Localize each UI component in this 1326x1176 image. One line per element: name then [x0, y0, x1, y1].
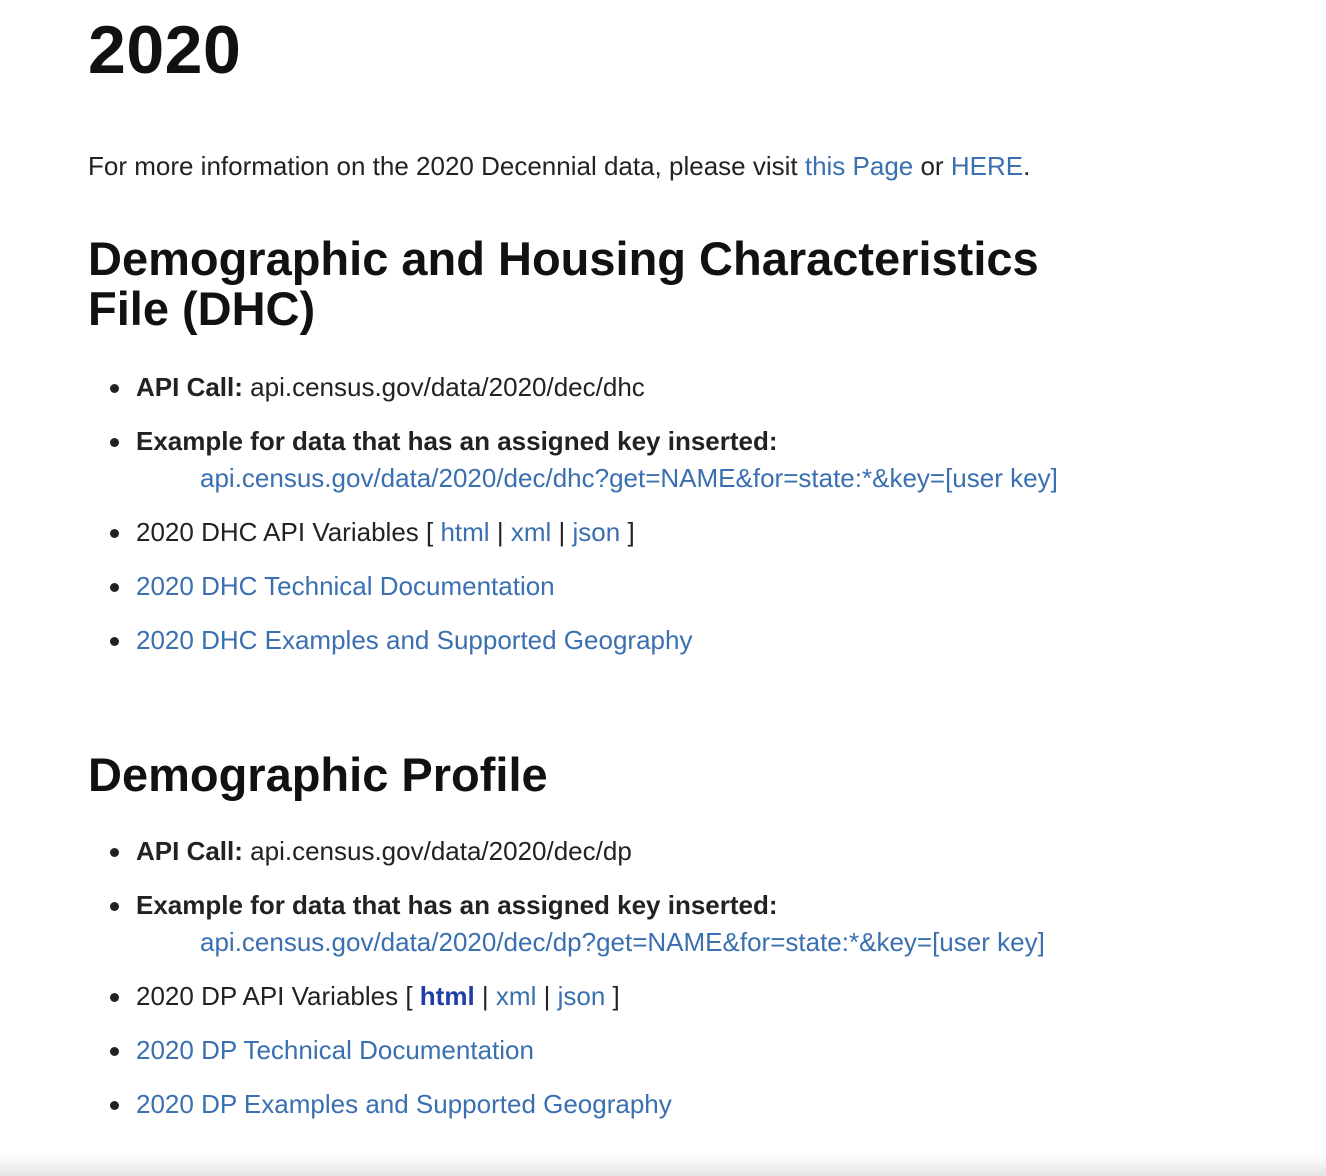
bullet-icon	[110, 848, 119, 857]
example-label: Example for data that has an assigned ke…	[136, 426, 778, 456]
separator: |	[496, 517, 504, 547]
api-call-label: API Call:	[136, 836, 243, 866]
bullet-icon	[110, 902, 119, 911]
dp-technical-documentation-link[interactable]: 2020 DP Technical Documentation	[136, 1035, 534, 1065]
list-item: 2020 DHC Technical Documentation	[88, 568, 1128, 605]
dhc-examples-geography-link[interactable]: 2020 DHC Examples and Supported Geograph…	[136, 625, 693, 655]
list-item: Example for data that has an assigned ke…	[88, 423, 1128, 497]
bullet-icon	[110, 384, 119, 393]
list-item: 2020 DP Examples and Supported Geography	[88, 1086, 1128, 1123]
dp-list: API Call: api.census.gov/data/2020/dec/d…	[88, 833, 1128, 1140]
bullet-icon	[110, 637, 119, 646]
dp-example-link[interactable]: api.census.gov/data/2020/dec/dp?get=NAME…	[200, 927, 1045, 957]
separator: |	[543, 981, 551, 1011]
dp-section-title: Demographic Profile	[88, 748, 548, 801]
page-title: 2020	[88, 12, 242, 88]
dp-examples-geography-link[interactable]: 2020 DP Examples and Supported Geography	[136, 1089, 672, 1119]
bullet-icon	[110, 1101, 119, 1110]
api-call-label: API Call:	[136, 372, 243, 402]
bullet-icon	[110, 583, 119, 592]
list-item: 2020 DP Technical Documentation	[88, 1032, 1128, 1069]
this-page-link[interactable]: this Page	[804, 151, 914, 181]
intro-text-after: .	[1023, 151, 1031, 181]
dhc-section-title: Demographic and Housing Characteristics …	[88, 232, 1039, 335]
dhc-variables-json-link[interactable]: json	[572, 517, 621, 547]
separator: |	[481, 981, 489, 1011]
list-item: 2020 DHC Examples and Supported Geograph…	[88, 622, 1128, 659]
dhc-variables-xml-link[interactable]: xml	[510, 517, 552, 547]
bullet-icon	[110, 438, 119, 447]
intro-paragraph: For more information on the 2020 Decenni…	[88, 148, 1188, 184]
dp-variables-json-link[interactable]: json	[557, 981, 606, 1011]
dhc-variables-html-link[interactable]: html	[440, 517, 490, 547]
variables-close: ]	[612, 981, 620, 1011]
dp-variables-html-link[interactable]: html	[419, 981, 475, 1011]
api-call-value: api.census.gov/data/2020/dec/dhc	[250, 372, 645, 402]
list-item: API Call: api.census.gov/data/2020/dec/d…	[88, 833, 1128, 870]
list-item: 2020 DHC API Variables [ html | xml | js…	[88, 514, 1128, 551]
variables-label: 2020 DP API Variables [	[136, 981, 413, 1011]
separator: |	[558, 517, 566, 547]
intro-text-middle: or	[913, 151, 951, 181]
example-label: Example for data that has an assigned ke…	[136, 890, 778, 920]
list-item: Example for data that has an assigned ke…	[88, 887, 1128, 961]
here-link[interactable]: HERE	[950, 151, 1024, 181]
dhc-technical-documentation-link[interactable]: 2020 DHC Technical Documentation	[136, 571, 555, 601]
variables-label: 2020 DHC API Variables [	[136, 517, 434, 547]
list-item: API Call: api.census.gov/data/2020/dec/d…	[88, 369, 1128, 406]
intro-text-before: For more information on the 2020 Decenni…	[88, 151, 805, 181]
scroll-shadow	[0, 1154, 1326, 1176]
api-call-value: api.census.gov/data/2020/dec/dp	[250, 836, 632, 866]
bullet-icon	[110, 529, 119, 538]
list-item: 2020 DP API Variables [ html | xml | jso…	[88, 978, 1128, 1015]
variables-close: ]	[627, 517, 635, 547]
bullet-icon	[110, 1047, 119, 1056]
dhc-example-link[interactable]: api.census.gov/data/2020/dec/dhc?get=NAM…	[200, 463, 1058, 493]
dp-variables-xml-link[interactable]: xml	[495, 981, 537, 1011]
bullet-icon	[110, 993, 119, 1002]
dhc-list: API Call: api.census.gov/data/2020/dec/d…	[88, 369, 1128, 676]
